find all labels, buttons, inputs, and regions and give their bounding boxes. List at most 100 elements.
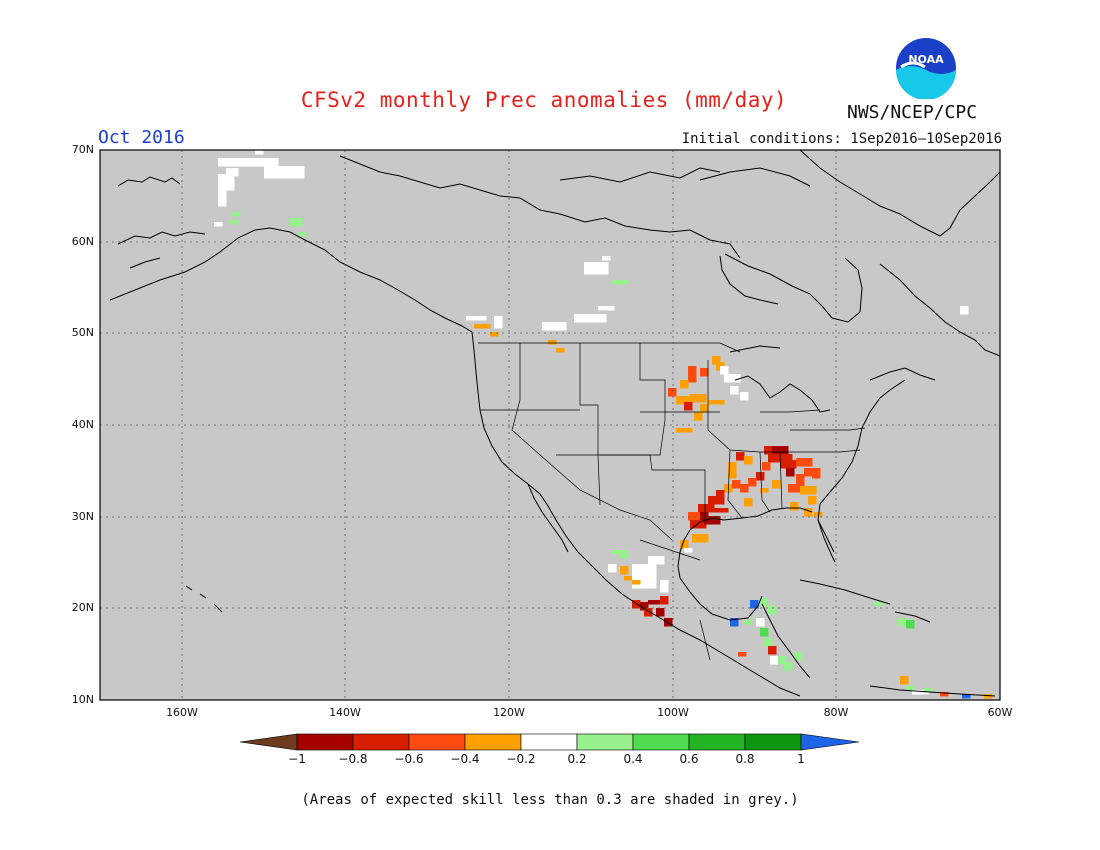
anomaly-cell [760, 598, 769, 607]
anomaly-cell [632, 580, 641, 585]
noaa-logo: NOAA [896, 38, 956, 99]
anomaly-cell [804, 508, 813, 517]
anomaly-cell [768, 646, 777, 655]
anomaly-cell [716, 490, 725, 499]
anomaly-cell [664, 618, 673, 627]
colorbar-tick-label: −0.8 [338, 752, 368, 766]
colorbar-tick-label: 0.2 [567, 752, 587, 766]
anomaly-cell [690, 520, 707, 529]
anomaly-cell [680, 380, 689, 389]
anomaly-cell [648, 600, 665, 605]
anomaly-cell [700, 368, 709, 377]
anomaly-cell [684, 548, 693, 553]
anomaly-cell [688, 512, 705, 521]
anomaly-cell [620, 566, 629, 575]
anomaly-cell [984, 694, 993, 699]
anomaly-cell [226, 168, 239, 177]
anomaly-cell [298, 232, 307, 237]
anomaly-cell [740, 484, 749, 493]
colorbar-tick-label: 0.6 [679, 752, 699, 766]
anomaly-cell [632, 564, 657, 589]
anomaly-cell [680, 540, 689, 549]
anomaly-cell [712, 508, 729, 513]
lon-label-160w: 160W [166, 706, 198, 719]
anomaly-cell [940, 692, 949, 697]
anomaly-cell [232, 212, 241, 217]
colorbar-swatch [408, 733, 466, 751]
anomaly-cell [960, 306, 969, 315]
anomaly-cell [962, 694, 971, 699]
anomaly-cell [744, 456, 753, 465]
colorbar-swatch [352, 733, 410, 751]
anomaly-cell [780, 460, 797, 469]
anomaly-cell [790, 502, 799, 511]
anomaly-cell [796, 474, 805, 491]
map-title: CFSv2 monthly Prec anomalies (mm/day) [300, 88, 788, 112]
anomaly-cell [218, 158, 279, 167]
map-frame [99, 149, 1001, 701]
political-boundaries [478, 342, 866, 661]
lat-label-30n: 30N [71, 510, 94, 523]
colorbar-tick-label: −1 [288, 752, 306, 766]
colorbar-swatch [632, 733, 690, 751]
anomaly-cell [730, 618, 739, 627]
anomaly-cells [214, 150, 993, 699]
anomaly-cell [738, 652, 747, 657]
anomaly-cell [794, 652, 803, 661]
anomaly-cell [556, 348, 565, 353]
anomaly-cell [736, 452, 745, 461]
anomaly-cell [900, 676, 909, 685]
anomaly-cell [712, 356, 721, 365]
anomaly-cell [764, 638, 773, 647]
anomaly-cell [760, 628, 769, 637]
colorbar-tick-label: −0.4 [450, 752, 480, 766]
anomaly-cell [620, 550, 629, 559]
anomaly-cell [750, 600, 759, 609]
anomaly-cell [704, 516, 721, 525]
anomaly-cell [598, 306, 615, 311]
skill-note: (Areas of expected skill less than 0.3 a… [301, 792, 799, 808]
anomaly-cell [804, 468, 821, 477]
anomaly-cell [656, 608, 665, 617]
anomaly-cell [676, 428, 693, 433]
anomaly-cell [796, 458, 813, 467]
colorbar-tick-label: −0.2 [506, 752, 536, 766]
anomaly-cell [692, 534, 709, 543]
lat-label-10n: 10N [71, 693, 94, 706]
lon-label-80w: 80W [823, 706, 849, 719]
anomaly-cell [684, 402, 693, 411]
anomaly-cell [708, 400, 725, 405]
anomaly-cell [264, 166, 305, 179]
colorbar-swatch [744, 733, 802, 751]
anomaly-cell [708, 496, 725, 505]
anomaly-cell [255, 150, 264, 155]
lat-label-50n: 50N [71, 326, 94, 339]
valid-month-label: Oct 2016 [98, 127, 185, 148]
anomaly-cell [730, 386, 739, 395]
anomaly-cell [770, 656, 779, 665]
lat-label-60n: 60N [71, 235, 94, 248]
anomaly-cell [494, 316, 503, 329]
anomaly-cell [732, 480, 741, 489]
lon-label-120w: 120W [493, 706, 525, 719]
anomaly-cell [644, 608, 653, 617]
anomaly-cell [762, 462, 771, 471]
anomaly-cell [668, 388, 677, 397]
anomaly-cell [230, 220, 239, 225]
anomaly-cell [602, 256, 611, 261]
colorbar-arrow-low [239, 733, 298, 751]
anomaly-cell [760, 488, 769, 493]
anomaly-cell [768, 606, 777, 615]
anomaly-cell [542, 322, 567, 331]
anomaly-cell [574, 314, 607, 323]
anomaly-cell [772, 480, 781, 489]
anomaly-cell [218, 190, 227, 207]
anomaly-cell [756, 618, 765, 627]
anomaly-cell [786, 468, 795, 477]
colorbar-arrow-high [800, 733, 860, 751]
anomaly-cell [906, 686, 915, 691]
anomaly-cell [812, 474, 821, 479]
anomaly-cell [728, 462, 737, 479]
lon-label-140w: 140W [329, 706, 361, 719]
anomaly-cell [720, 366, 729, 375]
